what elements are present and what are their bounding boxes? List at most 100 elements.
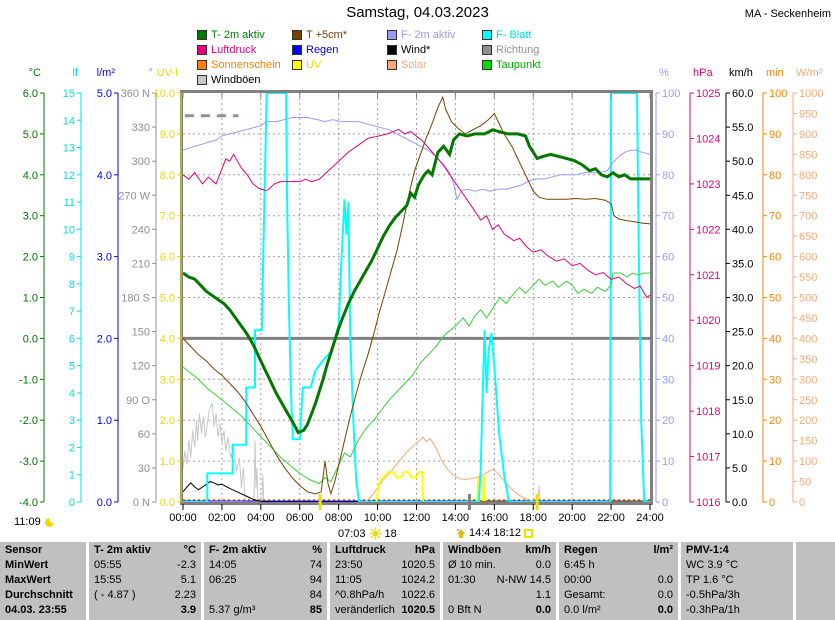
tick-label: 2.0 bbox=[160, 415, 175, 427]
tick-label: 100 bbox=[799, 456, 817, 468]
sunrise-extra: 18 bbox=[384, 527, 397, 540]
axis-unit-label: km/h bbox=[729, 67, 753, 79]
table-row: 05:55 -2.3 bbox=[89, 558, 201, 573]
tick-label: 2.0 bbox=[23, 252, 38, 264]
legend-item-windboeen: Windböen bbox=[197, 72, 292, 87]
tick-label: 120 bbox=[132, 361, 150, 373]
tick-label: 0 bbox=[69, 497, 75, 509]
tick-label: 30.0 bbox=[732, 293, 753, 305]
table-column-f-2m-aktiv: F- 2m aktiv% 14:05 74 06:25 94 84 5.37 g/m³ 85 bbox=[204, 542, 327, 620]
x-axis: 00:00 02:00 04:00 06:00 08:00 10:00 12:00 14:00… bbox=[169, 93, 664, 524]
tick-label: 11 bbox=[64, 197, 75, 209]
time-label: 16:00 bbox=[481, 512, 509, 524]
legend-swatch-solar bbox=[387, 59, 397, 70]
column-name: Regen bbox=[564, 544, 598, 556]
tick-label: 90 bbox=[662, 129, 674, 141]
tick-label: 0.0 bbox=[732, 497, 747, 509]
table-row: 84 bbox=[204, 588, 327, 603]
table-row: 3.9 bbox=[89, 603, 201, 618]
tick-label: 1000 bbox=[799, 88, 823, 100]
tick-label: -2.0 bbox=[19, 415, 38, 427]
column-unit: % bbox=[312, 544, 322, 556]
time-label: 02:00 bbox=[208, 512, 236, 524]
legend-swatch-richtung bbox=[482, 44, 492, 55]
cell-text: veränderlich bbox=[335, 604, 395, 616]
legend-label: F- 2m aktiv bbox=[401, 28, 456, 41]
table-row: 06:25 94 bbox=[204, 573, 327, 588]
table-column-regen: Regen l/m² 6:45 h 00:00 0.0 Gesamt: 0.0 0.0 l/m… bbox=[559, 542, 678, 620]
tick-label: 50 bbox=[662, 293, 674, 305]
row-label: Durchschnitt bbox=[5, 589, 73, 601]
legend-item-uv: UV bbox=[292, 57, 387, 72]
cell-text: 6:45 h bbox=[564, 559, 595, 571]
sun-icon bbox=[369, 527, 382, 540]
tick-label: 9.0 bbox=[160, 129, 175, 141]
column-name: Luftdruck bbox=[335, 544, 386, 556]
legend-swatch-luftdruck bbox=[197, 44, 207, 55]
series-f2m bbox=[182, 117, 651, 201]
legend-swatch-sonnenschein bbox=[197, 59, 207, 70]
cell-value: 94 bbox=[309, 574, 322, 586]
legend-item-taupunkt: Taupunkt bbox=[482, 57, 587, 72]
cell-value: 3.9 bbox=[180, 604, 196, 616]
time-label: 00:00 bbox=[169, 512, 197, 524]
tick-label: 7.0 bbox=[160, 211, 175, 223]
tick-label: 950 bbox=[799, 108, 817, 120]
tick-label: 4.0 bbox=[23, 170, 38, 182]
tick-label: 550 bbox=[799, 272, 817, 284]
tick-label: 25.0 bbox=[732, 327, 753, 339]
tick-label: 0 bbox=[662, 497, 668, 509]
table-row: -0.5hPa/3h bbox=[681, 588, 793, 603]
table-header-row: PMV-1:4 bbox=[681, 543, 793, 558]
cell-text: Gesamt: bbox=[564, 589, 606, 601]
table-header-row: Luftdruck hPa bbox=[330, 543, 440, 558]
tick-label: -4.0 bbox=[19, 497, 38, 509]
cell-text: WC 3.9 °C bbox=[686, 559, 739, 571]
legend-label: Windböen bbox=[211, 73, 261, 86]
series-wind bbox=[182, 481, 650, 503]
tick-label: 50 bbox=[769, 293, 781, 305]
tick-label: 6.0 bbox=[160, 252, 175, 264]
legend-item-sonnenschein: Sonnenschein bbox=[197, 57, 292, 72]
row-label: Sensor bbox=[5, 544, 43, 556]
tick-label: 14 bbox=[63, 115, 75, 127]
time-label: 06:00 bbox=[286, 512, 314, 524]
tick-label: 2.0 bbox=[97, 333, 112, 345]
table-row: ^0.8hPa/h 1022.6 bbox=[330, 588, 440, 603]
sunset-time: 18:12 bbox=[493, 527, 521, 539]
tick-label: 7 bbox=[69, 306, 75, 318]
table-row: 11:05 1024.2 bbox=[330, 573, 440, 588]
cell-text: 15:55 bbox=[94, 574, 122, 586]
legend-swatch-wind bbox=[387, 44, 397, 55]
tick-label: 1025 bbox=[696, 88, 720, 100]
cell-text: -0.3hPa/1h bbox=[686, 604, 740, 616]
axis-unit-label: lf bbox=[73, 67, 79, 79]
table-row: Sensor bbox=[0, 543, 86, 558]
cell-value: 1020.5 bbox=[401, 604, 435, 616]
tick-label: 20 bbox=[769, 415, 781, 427]
axis-unit-label: °C bbox=[29, 67, 41, 79]
axis-wm2: 1000950900850800750700650600550500450400… bbox=[792, 67, 823, 509]
time-label: 10:00 bbox=[364, 512, 392, 524]
tick-label: 12 bbox=[63, 170, 75, 182]
cell-value: 74 bbox=[309, 559, 322, 571]
tick-label: 0 bbox=[769, 497, 775, 509]
tick-label: 30 bbox=[769, 374, 781, 386]
legend-swatch-regen bbox=[292, 44, 302, 55]
tick-label: 700 bbox=[799, 211, 817, 223]
tick-label: 1022 bbox=[696, 224, 720, 236]
series-fblatt bbox=[183, 92, 650, 503]
tick-label: 9 bbox=[69, 252, 75, 264]
tick-label: 0.0 bbox=[160, 497, 175, 509]
axis-rain: 5.0 4.0 3.0 2.0 1.0 0.0 l/m² bbox=[97, 67, 119, 509]
cell-value: N-NW 14.5 bbox=[496, 574, 551, 586]
tick-label: 70 bbox=[769, 211, 781, 223]
column-unit: hPa bbox=[414, 544, 435, 556]
table-row: Gesamt: 0.0 bbox=[559, 588, 678, 603]
tick-label: 80 bbox=[769, 170, 781, 182]
tick-label: 50.0 bbox=[732, 156, 753, 168]
table-row: 04.03. 23:55 bbox=[0, 603, 86, 618]
sunrise-info: 07:03 18 bbox=[338, 527, 397, 540]
